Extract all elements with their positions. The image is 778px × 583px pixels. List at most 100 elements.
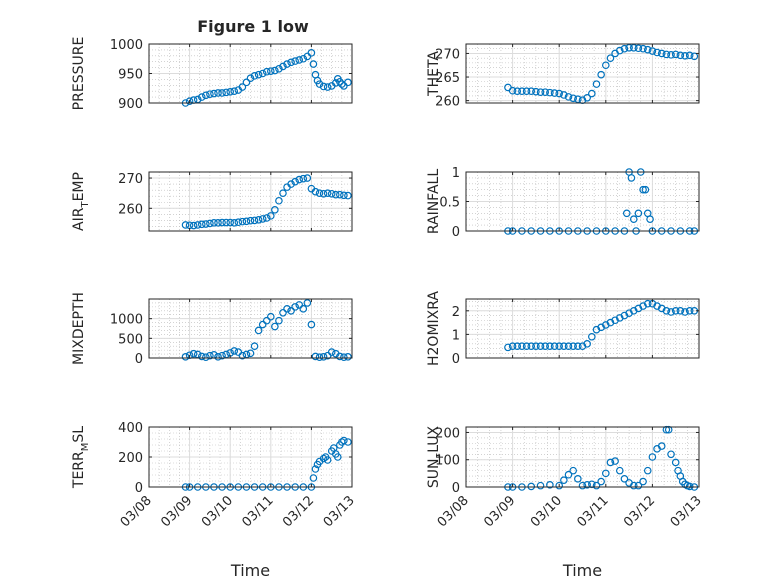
data-point <box>550 89 559 97</box>
data-point <box>307 320 316 329</box>
data-point <box>181 353 190 361</box>
data-point <box>564 470 573 479</box>
data-point <box>597 477 605 486</box>
data-point <box>611 457 619 465</box>
data-point <box>690 52 699 61</box>
y-label-part: TERR <box>71 451 87 489</box>
data-point <box>560 91 568 99</box>
data-point <box>583 94 591 102</box>
y-label-subscript: M <box>80 443 91 452</box>
y-tick-label: 500 <box>118 332 143 347</box>
data-point <box>230 347 239 355</box>
data-point <box>319 189 328 198</box>
data-point <box>657 49 666 58</box>
data-point <box>555 89 564 98</box>
data-point <box>574 475 582 483</box>
data-point <box>620 44 629 53</box>
data-point <box>583 340 591 348</box>
data-point <box>202 91 210 100</box>
data-point <box>527 342 536 351</box>
data-point <box>287 58 295 67</box>
data-point <box>344 353 352 361</box>
data-point <box>271 322 279 331</box>
data-point <box>279 189 287 197</box>
y-label-part: LUX <box>426 425 442 452</box>
data-point <box>564 93 573 101</box>
data-point <box>634 481 643 490</box>
y-axis-label: THETA <box>426 51 442 97</box>
data-point <box>578 481 587 490</box>
data-point <box>560 342 568 351</box>
y-label-part: SUN <box>426 459 442 489</box>
axes-box <box>148 298 353 359</box>
y-tick-label: 950 <box>118 68 143 83</box>
data-point <box>238 217 247 226</box>
data-point <box>667 450 675 459</box>
y-tick-label: 1 <box>452 166 460 181</box>
data-point <box>323 456 332 464</box>
data-point <box>615 466 624 475</box>
data-point <box>218 218 226 227</box>
y-label-part: AIR <box>71 207 87 231</box>
data-point <box>307 49 316 57</box>
data-point <box>646 215 654 224</box>
data-point <box>197 93 206 101</box>
data-point <box>319 82 328 91</box>
data-point <box>189 349 198 358</box>
data-point <box>620 475 629 483</box>
data-point <box>222 218 230 227</box>
y-tick-label: 260 <box>118 202 143 217</box>
y-tick-label: 900 <box>118 97 143 112</box>
data-point <box>653 48 661 57</box>
data-point <box>230 219 239 227</box>
data-point <box>627 174 636 182</box>
data-point <box>564 342 573 351</box>
data-point <box>197 352 206 361</box>
y-axis-label: AIRTEMP <box>71 172 91 231</box>
y-tick-label: 270 <box>118 172 143 187</box>
data-point <box>574 342 582 351</box>
y-axis-label: H2OMIXRA <box>426 291 442 366</box>
data-point <box>536 88 545 96</box>
data-point <box>331 190 340 199</box>
data-point <box>291 57 299 65</box>
data-point <box>513 342 522 351</box>
data-point <box>546 481 554 489</box>
axes-box <box>465 298 700 359</box>
data-point <box>639 44 647 53</box>
y-tick-label: 0 <box>452 481 460 496</box>
data-point <box>662 306 671 315</box>
data-point <box>295 56 304 64</box>
data-point <box>266 212 275 220</box>
data-point <box>671 306 680 315</box>
y-tick-label: 0 <box>135 352 143 367</box>
data-point <box>214 89 222 97</box>
data-point <box>226 218 235 227</box>
y-tick-label: 200 <box>118 451 143 466</box>
data-point <box>206 90 214 98</box>
x-axis-label: Time <box>562 561 602 580</box>
data-point <box>262 67 271 76</box>
data-point <box>676 51 685 60</box>
data-point <box>258 215 267 223</box>
data-point <box>266 67 275 75</box>
data-point <box>648 453 657 461</box>
data-point <box>657 442 666 450</box>
data-point <box>340 191 348 200</box>
data-point <box>527 87 536 96</box>
data-point <box>299 305 308 313</box>
data-point <box>287 306 295 315</box>
data-point <box>246 74 255 83</box>
data-point <box>202 220 210 228</box>
data-point <box>667 51 675 59</box>
subplot-1: 900 950 1000 PRESSURE <box>71 37 353 112</box>
data-point <box>671 50 680 59</box>
subplot-5: 0 500 1000 MIXDEPTH <box>71 292 353 367</box>
data-point <box>323 189 332 197</box>
data-point <box>287 180 295 188</box>
data-point <box>299 174 308 183</box>
data-point <box>238 351 247 360</box>
data-point <box>218 351 226 360</box>
x-axis-label: Time <box>230 561 270 580</box>
y-tick-label: 200 <box>435 426 460 441</box>
